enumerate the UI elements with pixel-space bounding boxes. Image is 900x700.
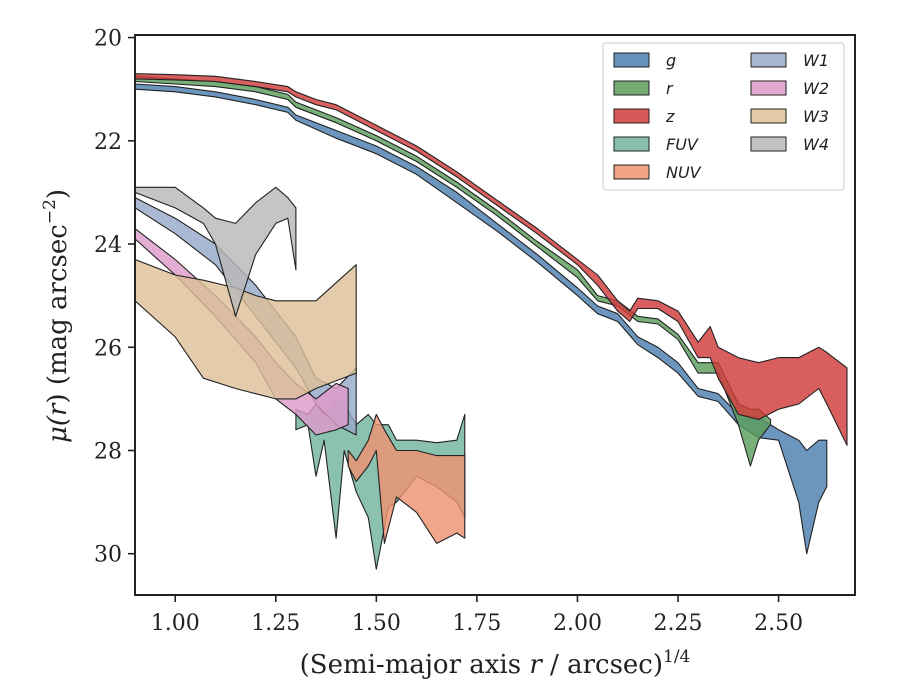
legend-label-z: z — [665, 107, 675, 126]
legend: grz FUV NUV W1 W2 W3 W4 — [602, 42, 845, 191]
x-tick-label: 2.25 — [654, 611, 703, 636]
y-axis-ticks: 20 22 24 26 28 30 — [94, 27, 135, 568]
band-w4 — [135, 186, 297, 317]
y-tick-label: 30 — [94, 543, 122, 568]
legend-label-w2: W2 — [803, 79, 829, 98]
band-layer — [135, 73, 848, 570]
x-tick-label: 1.00 — [151, 611, 200, 636]
legend-label-r: r — [666, 79, 674, 98]
x-tick-label: 1.50 — [352, 611, 401, 636]
legend-label-fuv: FUV — [666, 135, 699, 154]
legend-swatch-w2 — [750, 80, 787, 96]
legend-label-g: g — [666, 51, 676, 70]
legend-swatch-w4 — [750, 136, 787, 152]
legend-swatch-fuv — [613, 136, 650, 152]
band-nuv — [347, 413, 466, 544]
legend-swatch-w3 — [750, 108, 787, 124]
legend-swatch-g — [613, 52, 650, 68]
y-tick-label: 22 — [94, 130, 122, 155]
y-tick-label: 20 — [94, 27, 122, 52]
y-tick-label: 28 — [94, 439, 122, 464]
band-r — [135, 75, 772, 467]
x-tick-label: 1.25 — [251, 611, 300, 636]
x-tick-label: 2.50 — [754, 611, 803, 636]
legend-label-w4: W4 — [803, 135, 829, 154]
y-tick-label: 26 — [94, 336, 122, 361]
legend-swatch-r — [613, 80, 650, 96]
legend-label-w1: W1 — [803, 51, 829, 70]
band-g — [135, 83, 828, 555]
x-axis-ticks: 1.00 1.25 1.50 1.75 2.00 2.25 2.50 — [151, 595, 803, 636]
y-tick-label: 24 — [94, 233, 122, 258]
legend-swatch-z — [613, 108, 650, 124]
band-z — [135, 73, 848, 446]
legend-swatch-nuv — [613, 164, 650, 180]
legend-swatch-w1 — [750, 52, 787, 68]
x-axis-label: (Semi-major axis r / arcsec)1/4 — [300, 647, 691, 680]
legend-label-nuv: NUV — [666, 163, 702, 182]
legend-box — [602, 42, 845, 191]
y-axis-label: μ(r) (mag arcsec−2) — [40, 189, 73, 443]
x-tick-label: 1.75 — [452, 611, 501, 636]
x-tick-label: 2.00 — [553, 611, 602, 636]
legend-label-w3: W3 — [803, 107, 829, 126]
plot-frame — [134, 34, 856, 596]
